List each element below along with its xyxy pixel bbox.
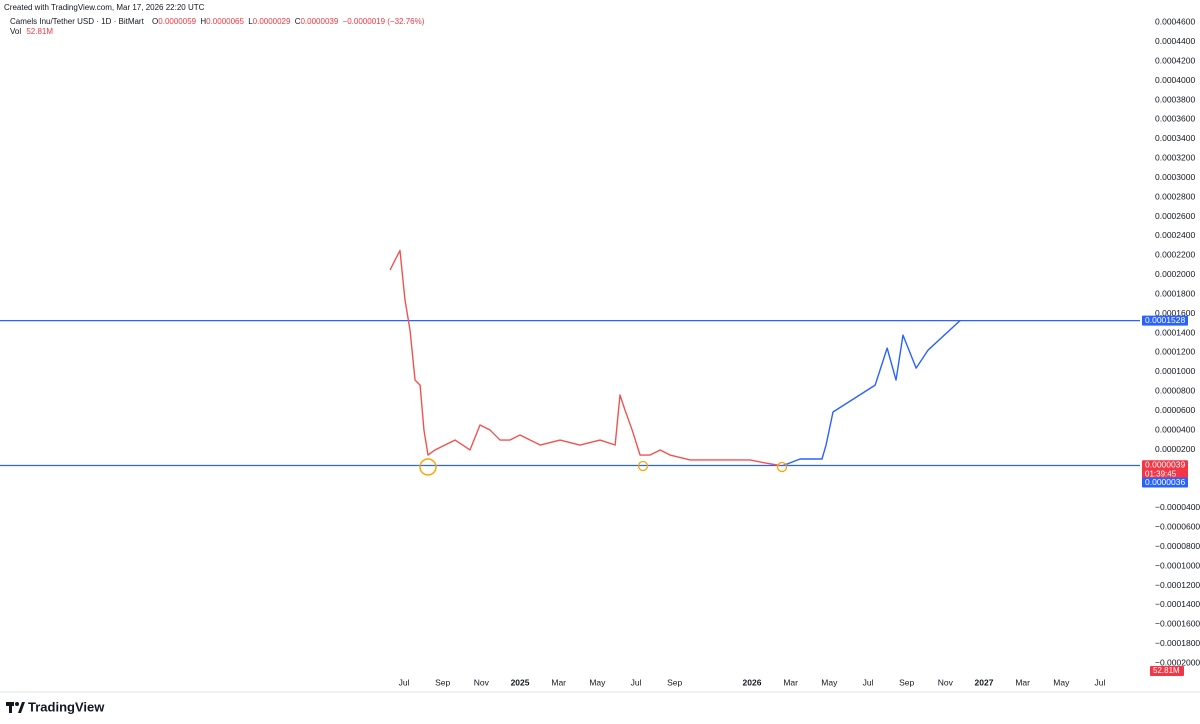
y-tick-label: 0.0002200	[1155, 250, 1195, 260]
low-marker	[637, 460, 649, 472]
last-price-bg	[1142, 460, 1188, 480]
countdown: 01:39:45	[1145, 469, 1177, 478]
logo-shape	[9, 702, 12, 713]
y-tick-label: 0.0004600	[1155, 17, 1195, 27]
ohlc-value: 0.0000059	[158, 17, 196, 26]
volume-value: 52.81M	[26, 27, 53, 36]
x-tick-label: 2025	[511, 677, 530, 687]
y-tick-label: −0.0000600	[1155, 522, 1200, 532]
y-tick-label: 0.0000400	[1155, 424, 1195, 434]
ohlc-value: 0.0000039	[300, 17, 338, 26]
y-tick-label: −0.0001400	[1155, 599, 1200, 609]
y-tick-label: −0.0001600	[1155, 619, 1200, 629]
volume-badge: 52.81M	[1153, 666, 1180, 675]
x-tick-label: Mar	[551, 677, 566, 687]
x-tick-label: 2026	[743, 677, 762, 687]
x-tick-label: Jul	[863, 677, 874, 687]
x-tick-label: Jul	[399, 677, 410, 687]
y-tick-label: 0.0001400	[1155, 327, 1195, 337]
ohlc-value: 0.0000065	[206, 17, 244, 26]
brand-logo: TradingView	[6, 699, 105, 714]
plot: 0.0004600 0.0004400 0.0004200 0.0004000 0.00…	[0, 17, 1200, 687]
volume-badge-bg	[1150, 666, 1184, 676]
level-badge-bg	[1142, 315, 1188, 326]
x-tick-label: May	[821, 677, 838, 687]
y-tick-label: 0.0002600	[1155, 211, 1195, 221]
x-tick-label: Jul	[631, 677, 642, 687]
ohlc-label: H	[200, 17, 206, 26]
y-tick-label: 0.0003800	[1155, 94, 1195, 104]
logo-shape	[15, 702, 19, 706]
y-tick-label: 0.0003000	[1155, 172, 1195, 182]
volume-label: Vol	[10, 27, 21, 36]
level-badge: 0.0001528	[1145, 315, 1185, 325]
y-tick-label: 0.0001200	[1155, 347, 1195, 357]
y-tick-label: 0.0002800	[1155, 191, 1195, 201]
price-line	[782, 320, 961, 467]
x-tick-label: Jul	[1095, 677, 1106, 687]
change: −0.0000019 (−32.76%)	[343, 17, 425, 26]
y-tick-label: −0.0000400	[1155, 502, 1200, 512]
level-badge-bg	[1142, 477, 1188, 488]
y-tick-label: 0.0003400	[1155, 133, 1195, 143]
ohlc-label: C	[295, 17, 301, 26]
low-marker	[776, 461, 788, 473]
brand-name: TradingView	[28, 699, 105, 714]
y-tick-label: 0.0002000	[1155, 269, 1195, 279]
y-tick-label: 0.0000600	[1155, 405, 1195, 415]
y-tick-label: −0.0000800	[1155, 541, 1200, 551]
level-badge: 0.0000036	[1145, 477, 1185, 487]
x-tick-label: Nov	[474, 677, 490, 687]
last-price: 0.0000039	[1145, 459, 1185, 469]
x-tick-label: Sep	[667, 677, 682, 687]
y-tick-label: 0.0001000	[1155, 366, 1195, 376]
volume-legend: Vol 52.81M	[10, 27, 53, 36]
x-tick-label: May	[1053, 677, 1070, 687]
y-tick-label: 0.0002400	[1155, 230, 1195, 240]
x-tick-label: 2027	[975, 677, 994, 687]
y-tick-label: 0.0001600	[1155, 308, 1195, 318]
y-tick-label: 0.0000200	[1155, 444, 1195, 454]
y-tick-label: 0.0004200	[1155, 55, 1195, 65]
low-marker	[419, 458, 437, 476]
x-tick-label: Sep	[435, 677, 450, 687]
y-tick-label: 0.0000800	[1155, 386, 1195, 396]
y-tick-label: 0.0003200	[1155, 153, 1195, 163]
symbol: Camels Inu/Tether USD · 1D · BitMart	[10, 17, 145, 26]
x-tick-label: Mar	[1015, 677, 1030, 687]
ohlc-label: O	[152, 17, 158, 26]
x-tick-label: Nov	[938, 677, 954, 687]
y-tick-label: −0.0001800	[1155, 638, 1200, 648]
y-tick-label: 0.0001800	[1155, 288, 1195, 298]
y-tick-label: 0.0004000	[1155, 75, 1195, 85]
x-tick-label: Mar	[783, 677, 798, 687]
created-note: Created with TradingView.com, Mar 17, 20…	[4, 3, 205, 12]
ohlc-value: 0.0000029	[253, 17, 291, 26]
x-tick-label: May	[589, 677, 606, 687]
logo-shape	[18, 702, 25, 713]
y-tick-label: −0.0002000	[1155, 657, 1200, 667]
y-tick-label: 0.0003600	[1155, 114, 1195, 124]
x-tick-label: Sep	[899, 677, 914, 687]
ohlc-label: L	[248, 17, 253, 26]
price-line	[389, 249, 781, 467]
y-tick-label: −0.0001000	[1155, 560, 1200, 570]
y-tick-label: 0.0004400	[1155, 36, 1195, 46]
y-tick-label: −0.0001200	[1155, 580, 1200, 590]
legend-line: Camels Inu/Tether USD · 1D · BitMart O0.…	[10, 17, 425, 26]
